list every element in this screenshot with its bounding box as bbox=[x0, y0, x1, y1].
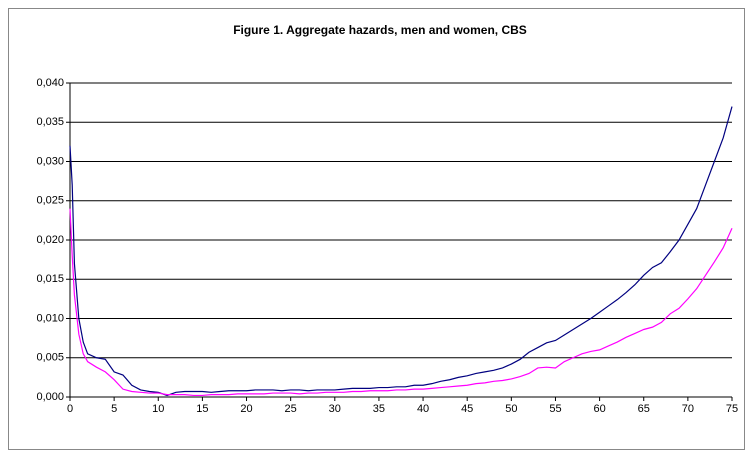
y-tick-label: 0,040 bbox=[36, 77, 64, 89]
y-tick-label: 0,000 bbox=[36, 391, 64, 403]
x-tick-label: 55 bbox=[549, 403, 561, 415]
x-tick-label: 15 bbox=[196, 403, 208, 415]
series-line bbox=[69, 208, 733, 397]
y-tick-label: 0,025 bbox=[36, 195, 64, 207]
x-tick-label: 65 bbox=[638, 403, 650, 415]
x-tick-label: 45 bbox=[461, 403, 473, 415]
x-tick-label: 0 bbox=[67, 403, 73, 415]
x-tick-label: 60 bbox=[593, 403, 605, 415]
y-tick-label: 0,015 bbox=[36, 273, 64, 285]
x-tick-label: 50 bbox=[505, 403, 517, 415]
x-tick-label: 10 bbox=[152, 403, 164, 415]
chart-title: Figure 1. Aggregate hazards, men and wom… bbox=[233, 23, 527, 37]
x-tick-label: 30 bbox=[329, 403, 341, 415]
y-tick-label: 0,005 bbox=[36, 352, 64, 364]
x-tick-label: 70 bbox=[682, 403, 694, 415]
x-tick-label: 75 bbox=[726, 403, 738, 415]
y-tick-label: 0,010 bbox=[36, 312, 64, 324]
x-tick-label: 25 bbox=[285, 403, 297, 415]
x-tick-label: 35 bbox=[373, 403, 385, 415]
x-tick-label: 5 bbox=[111, 403, 117, 415]
y-tick-label: 0,030 bbox=[36, 155, 64, 167]
y-tick-label: 0,035 bbox=[36, 116, 64, 128]
x-tick-label: 20 bbox=[240, 403, 252, 415]
series-line bbox=[69, 106, 733, 397]
x-tick-label: 40 bbox=[417, 403, 429, 415]
chart-frame bbox=[8, 8, 745, 450]
y-tick-label: 0,020 bbox=[36, 234, 64, 246]
